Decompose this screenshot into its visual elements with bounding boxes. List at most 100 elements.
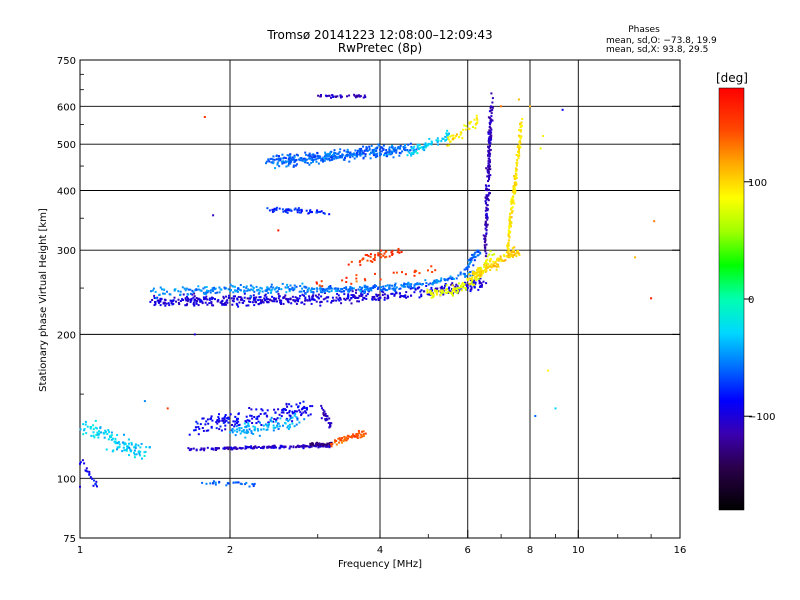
echo-point (358, 94, 361, 97)
echo-point (98, 430, 100, 433)
echo-point (301, 293, 304, 296)
echo-point (128, 442, 130, 445)
echo-point (320, 210, 323, 213)
echo-point (275, 206, 278, 209)
echo-point (489, 152, 492, 155)
chart-title: Tromsø 20141223 12:08:00–12:09:43 (266, 28, 492, 42)
echo-point (262, 428, 265, 431)
echo-point (509, 218, 511, 221)
echo-point (135, 453, 138, 456)
echo-point (321, 291, 323, 294)
echo-point (216, 300, 219, 303)
echo-point (236, 422, 238, 424)
echo-point (507, 256, 510, 259)
echo-point (327, 94, 330, 97)
echo-point (335, 299, 338, 302)
echo-point (513, 183, 516, 186)
echo-point (149, 300, 152, 303)
echo-point (359, 154, 362, 157)
echo-point (447, 290, 450, 293)
echo-point (386, 294, 389, 297)
echo-point (510, 200, 513, 203)
echo-point (395, 292, 398, 295)
echo-point (286, 154, 289, 157)
echo-point (326, 445, 328, 448)
echo-point (456, 288, 458, 291)
echo-point (337, 437, 340, 440)
echo-point (261, 409, 264, 412)
echo-point (277, 408, 280, 411)
echo-point (490, 115, 493, 118)
echo-point (511, 197, 514, 199)
echo-point (490, 112, 493, 115)
echo-point (171, 303, 174, 306)
echo-point (326, 290, 329, 292)
echo-point (190, 299, 193, 302)
echo-point (369, 260, 372, 262)
echo-point (345, 287, 347, 290)
echo-point (471, 277, 474, 280)
x-tick-label: 10 (572, 545, 585, 556)
echo-point (233, 425, 236, 428)
echo-point (231, 448, 234, 451)
echo-point (359, 436, 362, 439)
echo-point (319, 304, 322, 307)
echo-point (350, 302, 353, 305)
echo-point (406, 295, 409, 298)
echo-point (304, 410, 307, 413)
echo-point (458, 136, 461, 138)
echo-point (491, 106, 494, 109)
echo-point (236, 481, 239, 484)
echo-point (491, 253, 494, 256)
echo-point (296, 211, 299, 214)
echo-point (214, 298, 216, 301)
echo-point (444, 139, 447, 142)
echo-point (508, 254, 511, 257)
echo-point (204, 301, 207, 304)
echo-point (385, 149, 388, 151)
echo-point (313, 158, 316, 161)
echo-point (475, 273, 477, 276)
echo-point (278, 157, 281, 160)
echo-point (487, 149, 490, 152)
echo-point (275, 290, 278, 293)
echo-point (370, 289, 373, 292)
echo-point (304, 407, 307, 410)
echo-point (301, 301, 304, 304)
echo-point (191, 289, 194, 292)
echo-point (310, 158, 313, 161)
echo-point (301, 408, 303, 411)
echo-point (137, 444, 140, 447)
echo-point (509, 200, 512, 203)
echo-point (511, 206, 514, 209)
echo-point (483, 263, 486, 266)
echo-point (409, 149, 412, 152)
echo-point (447, 277, 450, 280)
echo-point (285, 208, 288, 211)
echo-point (385, 250, 388, 253)
echo-point (258, 296, 261, 299)
echo-point (515, 170, 518, 173)
echo-point (350, 294, 353, 297)
echo-point (386, 151, 389, 154)
echo-point (128, 447, 131, 449)
echo-point (309, 405, 312, 408)
echo-point (373, 150, 376, 153)
echo-point (515, 164, 518, 167)
echo-point (394, 289, 396, 292)
echo-point (506, 255, 508, 258)
echo-point (441, 290, 444, 293)
echo-point (83, 462, 86, 465)
echo-point (371, 298, 374, 301)
echo-point (162, 292, 165, 295)
echo-point (427, 283, 430, 286)
echo-point (448, 277, 451, 280)
echo-point (306, 299, 309, 302)
echo-point (489, 148, 492, 151)
echo-point (394, 290, 397, 293)
echo-point (304, 296, 307, 299)
echo-point (403, 284, 406, 287)
echo-point (431, 283, 434, 286)
echo-point (322, 212, 325, 214)
